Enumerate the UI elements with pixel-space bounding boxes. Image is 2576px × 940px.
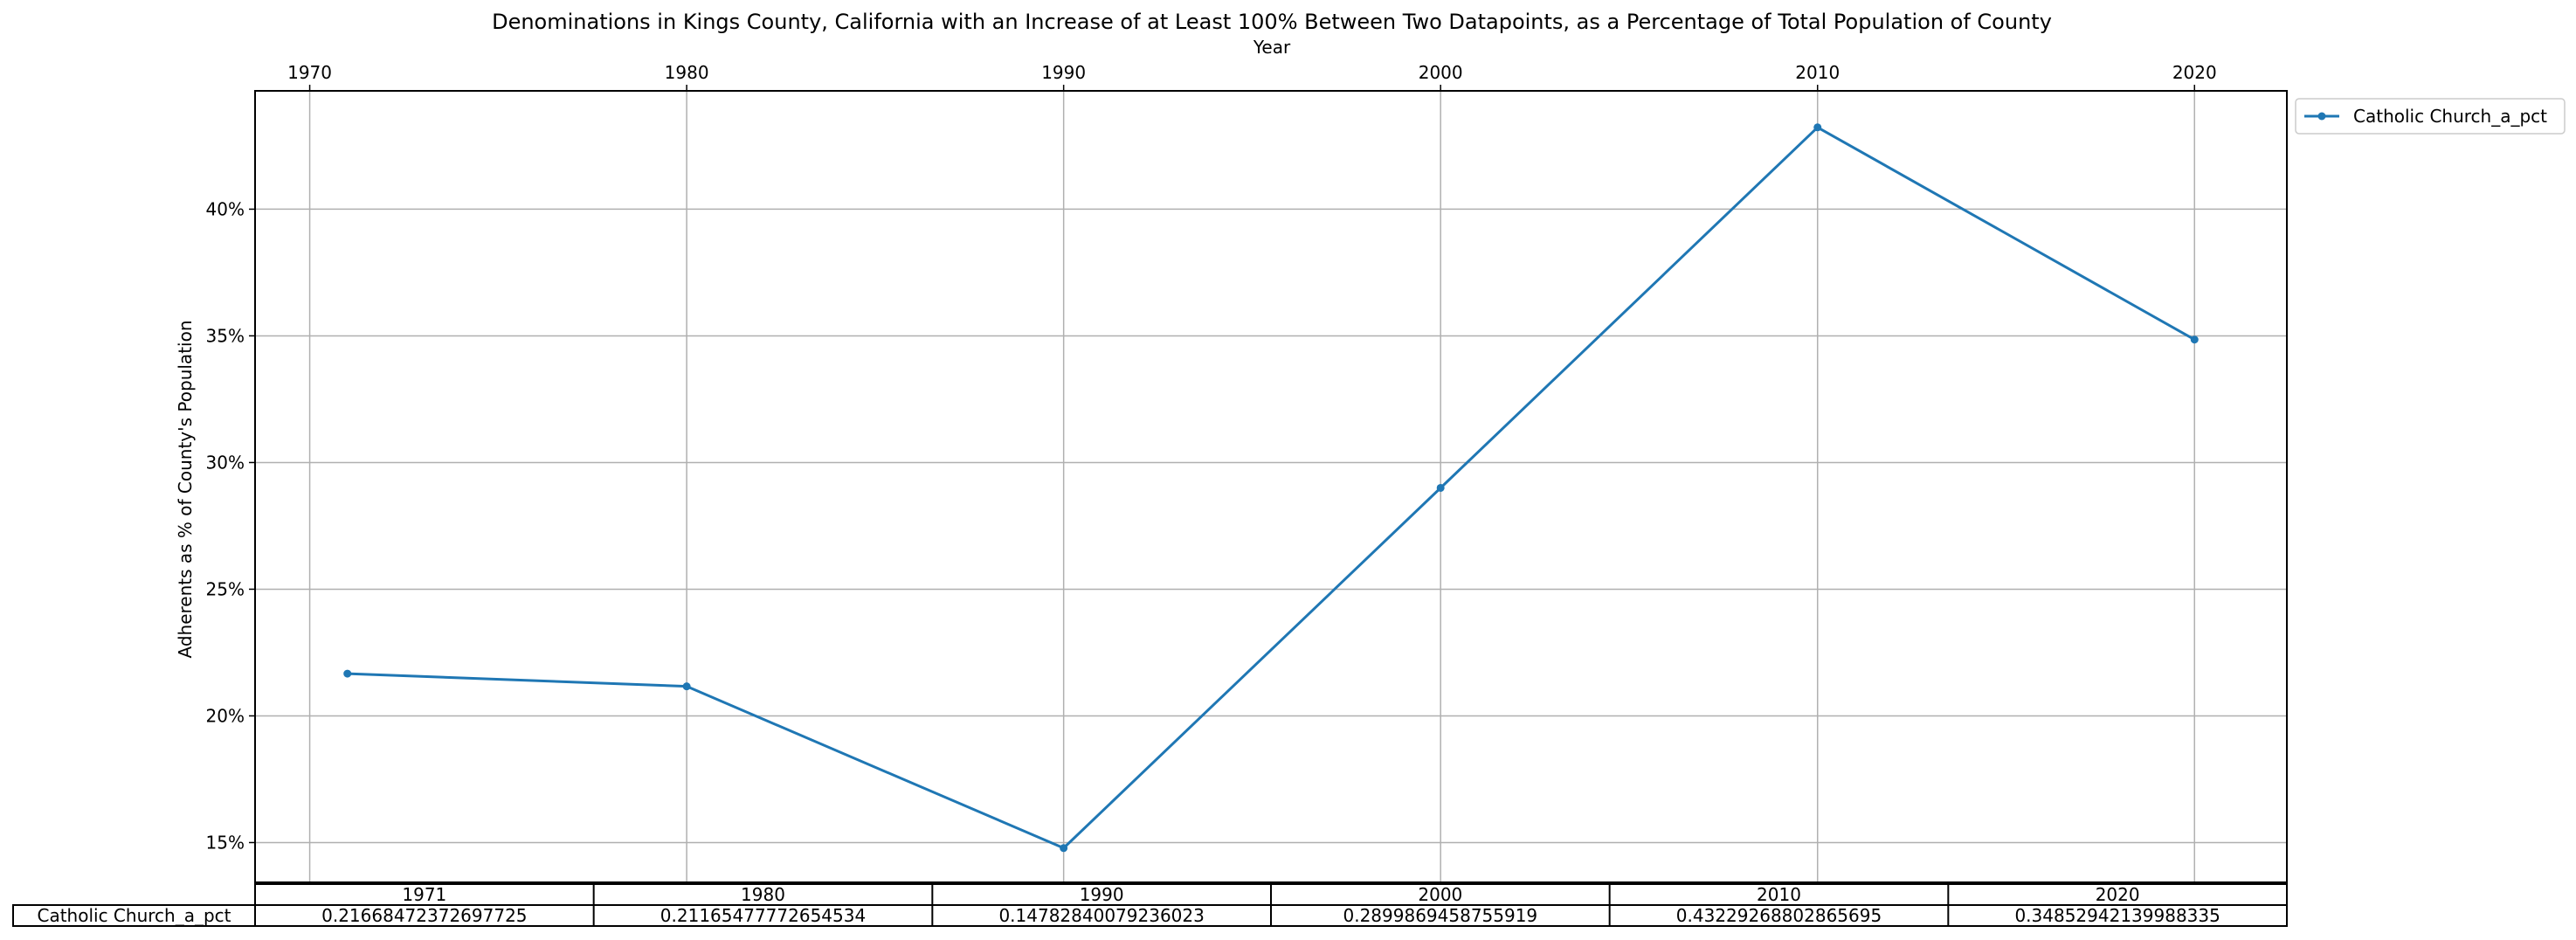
table-column-header: 2010	[1757, 884, 1801, 905]
table-column-header: 2020	[2096, 884, 2140, 905]
y-tick-label: 35%	[206, 325, 245, 346]
x-tick-label: 2000	[1419, 62, 1463, 83]
table-cell: 0.2899869458755919	[1343, 905, 1537, 926]
data-point	[343, 669, 352, 678]
x-tick-label: 1980	[665, 62, 709, 83]
data-point	[2190, 335, 2199, 344]
x-tick-label: 2020	[2172, 62, 2217, 83]
table-cell: 0.21165477772654534	[660, 905, 866, 926]
table-cell: 0.21668472372697725	[321, 905, 527, 926]
data-point	[1436, 483, 1445, 492]
x-tick-label: 2010	[1795, 62, 1840, 83]
y-tick-label: 30%	[206, 452, 245, 473]
table-column-header: 2000	[1418, 884, 1462, 905]
table-column-header: 1971	[402, 884, 446, 905]
x-axis-label: Year	[1253, 37, 1291, 58]
table-cell: 0.34852942139988335	[2014, 905, 2220, 926]
data-point	[1813, 123, 1822, 132]
table-row-label-cell	[12, 904, 256, 927]
y-tick-labels: 15% 20% 25% 30% 35% 40%	[206, 198, 255, 853]
data-point	[682, 682, 691, 691]
data-table: 1971 1980 1990 2000 2010 2020 Catholic Church_…	[12, 883, 2288, 927]
series-group	[343, 123, 2199, 853]
y-tick-label: 40%	[206, 198, 245, 219]
legend: Catholic Church_a_pct	[2295, 98, 2566, 135]
y-tick-label: 20%	[206, 705, 245, 726]
table-cell: 0.43229268802865695	[1676, 905, 1882, 926]
legend-box	[2295, 98, 2566, 135]
y-axis-label: Adherents as % of County's Population	[175, 320, 196, 658]
y-tick-label: 25%	[206, 578, 245, 599]
data-point	[1060, 844, 1068, 853]
table-row-label: Catholic Church_a_pct	[37, 905, 231, 926]
plot-frame	[254, 90, 2288, 883]
x-tick-labels: 1970 1980 1990 2000 2010 2020	[287, 62, 2217, 91]
chart-title: Denominations in Kings County, Californi…	[492, 10, 2052, 34]
legend-label: Catholic Church_a_pct	[2353, 106, 2547, 127]
y-tick-label: 15%	[206, 832, 245, 853]
table-column-header: 1990	[1080, 884, 1124, 905]
series-line	[347, 126, 2196, 850]
table-column-header: 1980	[741, 884, 785, 905]
grid-lines	[255, 91, 2287, 882]
x-tick-label: 1970	[287, 62, 332, 83]
table-cell: 0.14782840079236023	[998, 905, 1204, 926]
legend-point-marker	[2317, 112, 2326, 121]
x-tick-label: 1990	[1041, 62, 1086, 83]
